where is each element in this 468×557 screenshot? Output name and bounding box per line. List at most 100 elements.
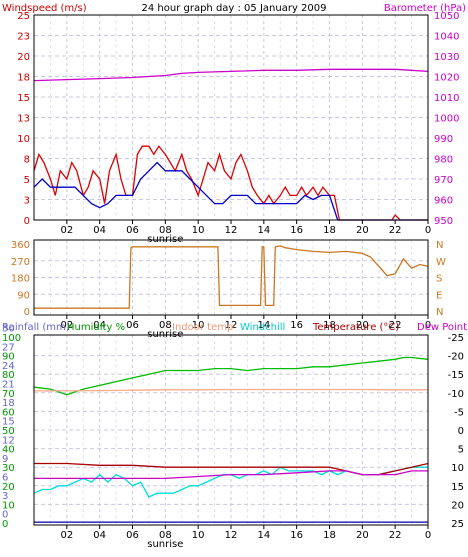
x-tick-label: 22 [389,320,402,331]
humidity-tick: 50 [2,426,15,437]
windspeed-tick: 3 [24,196,30,207]
x-tick-label: 12 [225,530,238,541]
panel-wind-barometer: Windspeed (m/s) 24 hour graph day : 05 J… [2,3,466,245]
temperature-tick: 5 [458,445,464,456]
x-tick-label: 18 [323,530,336,541]
rainfall-tick: 12 [2,435,15,446]
series-line [34,470,428,480]
rainfall-tick: 15 [2,417,15,428]
x-tick-label: 22 [389,225,402,236]
direction-degree-tick: 180 [11,274,30,285]
barometer-tick: 1010 [434,93,459,104]
sunrise-annotation: sunrise [147,539,183,550]
temperature-tick: 10 [451,463,464,474]
panel-direction-frame [33,239,429,316]
x-tick-label: 10 [192,530,205,541]
temperature-tick: 20 [451,500,464,511]
x-tick-label: 04 [93,225,106,236]
humidity-tick: 30 [2,463,15,474]
x-tick-label: 08 [159,530,172,541]
barometer-tick: 950 [434,216,453,227]
series-line [34,462,429,476]
x-tick-label: 16 [290,530,303,541]
rainfall-axis-label: Rainfall (mm) [2,322,70,333]
barometer-tick: 990 [434,134,453,145]
humidity-tick: 60 [2,407,15,418]
windspeed-tick: 23 [17,32,30,43]
chart-title: 24 hour graph day : 05 January 2009 [142,3,327,14]
windspeed-tick: 18 [17,73,30,84]
temperature-tick: 0 [458,426,464,437]
barometer-tick: 980 [434,155,453,166]
x-tick-label: 02 [60,320,73,331]
x-tick-label: 08 [159,225,172,236]
x-tick-label: 16 [290,225,303,236]
x-tick-label: 12 [225,225,238,236]
x-tick-label: 04 [93,530,106,541]
compass-tick: E [436,290,442,301]
rainfall-tick: 6 [2,473,8,484]
series-line [34,245,429,309]
x-tick-label: 14 [257,530,270,541]
x-tick-label: 0 [425,320,431,331]
windchill-label: Windchill [240,322,285,333]
rainfall-tick: 30 [2,324,15,335]
compass-tick: S [436,274,442,285]
series-line [33,161,428,221]
series-line [33,356,429,396]
temperature-tick: -20 [448,352,464,363]
windspeed-tick: 15 [17,93,30,104]
temperature-label: Temperature (°C) [312,322,399,333]
series-line [34,388,428,392]
x-tick-label: 10 [192,225,205,236]
temperature-tick: 15 [451,482,464,493]
compass-tick: W [436,257,446,268]
indoor-temp-label: Indoor temp [172,322,233,333]
rainfall-tick: 18 [2,398,15,409]
temperature-tick: -25 [448,333,464,344]
panel-temp-frame [33,334,429,526]
windspeed-axis-label: Windspeed (m/s) [2,3,87,14]
direction-degree-tick: 270 [11,257,30,268]
x-tick-label: 18 [323,320,336,331]
x-tick-label: 20 [356,225,369,236]
barometer-tick: 1030 [434,52,459,63]
humidity-tick: 80 [2,370,15,381]
series-line [33,68,429,82]
windspeed-tick: 10 [17,134,30,145]
x-tick-label: 14 [257,320,270,331]
humidity-tick: 100 [2,333,21,344]
humidity-tick: 20 [2,482,15,493]
x-tick-label: 06 [126,530,139,541]
temperature-tick: -5 [454,407,464,418]
x-tick-label: 20 [356,320,369,331]
x-tick-label: 06 [126,225,139,236]
temperature-tick: 25 [451,519,464,530]
panel-temperature-humidity: Rainfall (mm) Humidity % Indoor temp Win… [2,322,467,550]
rainfall-tick: 27 [2,342,15,353]
barometer-tick: 1050 [434,11,459,22]
x-tick-label: 0 [425,530,431,541]
barometer-tick: 1000 [434,114,459,125]
temperature-tick: -10 [448,389,464,400]
rainfall-tick: 3 [2,491,8,502]
x-tick-label: 14 [257,225,270,236]
x-tick-label: 06 [126,320,139,331]
humidity-axis-label: Humidity % [67,322,125,333]
windspeed-tick: 8 [24,155,30,166]
x-tick-label: 08 [159,320,172,331]
x-tick-label: 10 [192,320,205,331]
rainfall-tick: 21 [2,380,15,391]
barometer-tick: 970 [434,175,453,186]
direction-degree-tick: 0 [24,307,30,318]
x-tick-label: 22 [389,530,402,541]
panel-wind-frame [33,14,429,221]
windspeed-tick: 20 [17,52,30,63]
temperature-tick: -15 [448,370,464,381]
windspeed-tick: 0 [24,216,30,227]
series-line [33,145,428,221]
x-tick-label: 02 [60,225,73,236]
compass-tick: N [436,307,443,318]
humidity-tick: 40 [2,445,15,456]
